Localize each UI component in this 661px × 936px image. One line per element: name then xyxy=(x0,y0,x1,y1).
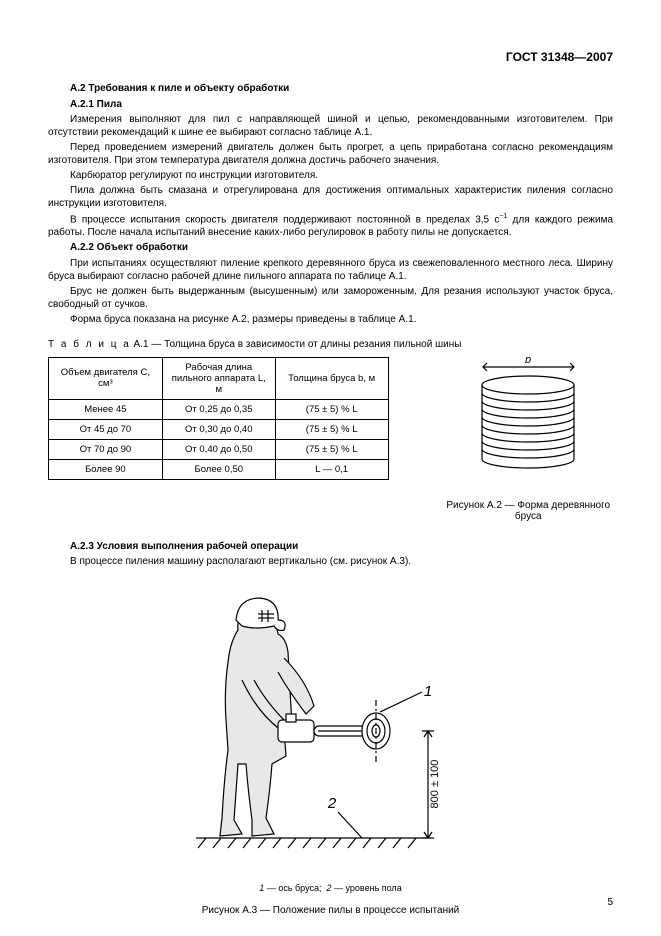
para-4: Пила должна быть смазана и отрегулирован… xyxy=(48,184,613,210)
th-c3-l1: Толщина бруса b, м xyxy=(288,373,375,384)
operator-with-saw-icon: 1 2 800 ± 100 xyxy=(166,580,496,870)
th-c1-l2: см³ xyxy=(98,378,112,389)
label-b: b xyxy=(525,357,531,366)
cell: (75 ± 5) % L xyxy=(275,439,388,459)
cell: От 0,40 до 0,50 xyxy=(162,439,275,459)
cell: От 0,30 до 0,40 xyxy=(162,419,275,439)
para-1: Измерения выполняют для пил с направляющ… xyxy=(48,113,613,139)
table-caption-text: А.1 — Толщина бруса в зависимости от дли… xyxy=(131,339,462,350)
heading-a2-1: А.2.1 Пила xyxy=(48,98,613,112)
para-6: При испытаниях осуществляют пиление креп… xyxy=(48,257,613,283)
th-working-length: Рабочая длина пильного аппарата L, м xyxy=(162,357,275,399)
figure-a3: 1 2 800 ± 100 1 — ось бруса; 2 — уровень… xyxy=(48,580,613,916)
table-row: Более 90 Более 0,50 L — 0,1 xyxy=(49,459,389,479)
table-and-figure-row: Объем двигателя С, см³ Рабочая длина пил… xyxy=(48,357,613,522)
heading-a2-2: А.2.2 Объект обработки xyxy=(48,241,613,255)
page: ГОСТ 31348—2007 А.2 Требования к пиле и … xyxy=(0,0,661,936)
document-id: ГОСТ 31348—2007 xyxy=(48,50,613,64)
th-c2-l2: пильного аппарата L, м xyxy=(172,373,266,395)
label-1: 1 xyxy=(423,683,431,700)
table-header-row: Объем двигателя С, см³ Рабочая длина пил… xyxy=(49,357,389,399)
th-c2-l1: Рабочая длина xyxy=(171,362,267,373)
dim-text: 800 ± 100 xyxy=(429,760,441,809)
table-a1: Объем двигателя С, см³ Рабочая длина пил… xyxy=(48,357,389,480)
cell: От 70 до 90 xyxy=(49,439,163,459)
wood-beam-icon: b xyxy=(461,357,596,477)
table-caption: Т а б л и ц а А.1 — Толщина бруса в зави… xyxy=(48,338,613,351)
th-c1-l1: Объем двигателя С, xyxy=(57,367,154,378)
cell: Более 90 xyxy=(49,459,163,479)
figure-a3-caption: Рисунок А.3 — Положение пилы в процессе … xyxy=(48,905,613,916)
table-row: Менее 45 От 0,25 до 0,35 (75 ± 5) % L xyxy=(49,399,389,419)
th-beam-thickness: Толщина бруса b, м xyxy=(275,357,388,399)
table-caption-prefix: Т а б л и ц а xyxy=(48,339,131,350)
table-body: Менее 45 От 0,25 до 0,35 (75 ± 5) % L От… xyxy=(49,399,389,479)
th-engine-volume: Объем двигателя С, см³ xyxy=(49,357,163,399)
figure-a2: b Рисунок А.2 — Форма деревянного бруса xyxy=(444,357,614,522)
figure-a3-legend: 1 — ось бруса; 2 — уровень пола xyxy=(48,883,613,893)
figure-a2-caption: Рисунок А.2 — Форма деревянного бруса xyxy=(444,500,614,522)
heading-a2: А.2 Требования к пиле и объекту обработк… xyxy=(48,82,613,96)
heading-a2-3: А.2.3 Условия выполнения рабочей операци… xyxy=(48,540,613,554)
table-wrap: Объем двигателя С, см³ Рабочая длина пил… xyxy=(48,357,389,480)
para-5: В процессе испытания скорость двигателя … xyxy=(48,212,613,239)
para-8: Форма бруса показана на рисунке А.2, раз… xyxy=(48,313,613,326)
cell: От 0,25 до 0,35 xyxy=(162,399,275,419)
cell: Менее 45 xyxy=(49,399,163,419)
table-row: От 70 до 90 От 0,40 до 0,50 (75 ± 5) % L xyxy=(49,439,389,459)
para-5a: В процессе испытания скорость двигателя … xyxy=(70,214,499,225)
cell: Более 0,50 xyxy=(162,459,275,479)
cell: (75 ± 5) % L xyxy=(275,419,388,439)
para-3: Карбюратор регулируют по инструкции изго… xyxy=(48,169,613,182)
label-2: 2 xyxy=(326,795,336,812)
page-number: 5 xyxy=(607,897,613,908)
para-9: В процессе пиления машину располагают ве… xyxy=(48,555,613,568)
para-7: Брус не должен быть выдержанным (высушен… xyxy=(48,285,613,311)
table-row: От 45 до 70 От 0,30 до 0,40 (75 ± 5) % L xyxy=(49,419,389,439)
cell: (75 ± 5) % L xyxy=(275,399,388,419)
cell: От 45 до 70 xyxy=(49,419,163,439)
para-2: Перед проведением измерений двигатель до… xyxy=(48,141,613,167)
cell: L — 0,1 xyxy=(275,459,388,479)
